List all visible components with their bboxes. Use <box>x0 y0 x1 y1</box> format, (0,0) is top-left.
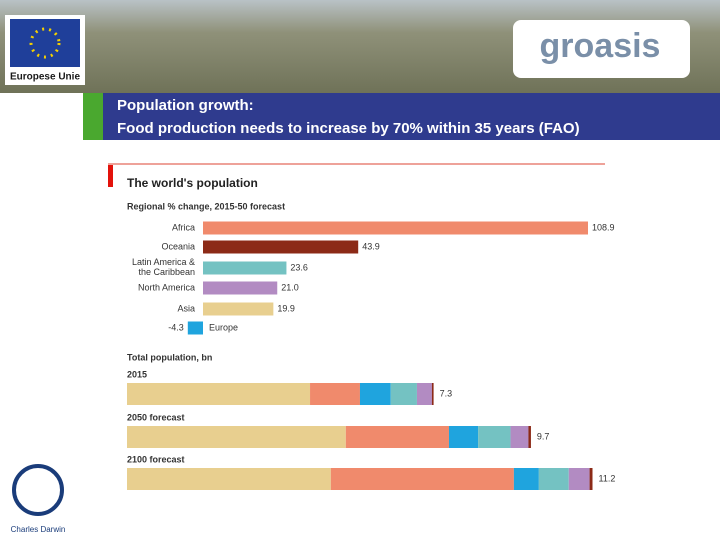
bar-segment <box>448 426 479 448</box>
category-label: Europe <box>209 322 238 332</box>
bar-segment <box>127 426 346 448</box>
brand-logo-box <box>513 20 690 78</box>
bar-segment <box>589 468 593 490</box>
category-label: 2050 forecast <box>127 412 185 422</box>
value-label: -4.3 <box>168 322 184 332</box>
chart-subtitle: Regional % change, 2015-50 forecast <box>127 201 285 211</box>
bar-segment <box>510 426 529 448</box>
bar-segment <box>127 383 311 405</box>
value-label: 43.9 <box>362 241 380 251</box>
slide-subheading: Food production needs to increase by 70%… <box>117 120 580 137</box>
bar-segment <box>528 426 531 448</box>
chart-flag <box>108 165 113 187</box>
slide-heading: Population growth: <box>117 97 254 114</box>
accent-bar <box>83 93 103 140</box>
brand-logo-text: groasis <box>540 27 661 65</box>
bar-segment <box>478 426 511 448</box>
chart-title: Total population, bn <box>127 352 212 362</box>
foundation-logo <box>12 464 64 516</box>
category-label: 2015 <box>127 369 147 379</box>
category-label: North America <box>138 282 195 292</box>
chart-title: The world's population <box>127 176 258 190</box>
category-label: Latin America & the Caribbean <box>132 257 195 277</box>
eu-stars <box>29 27 61 59</box>
bar-segment <box>538 468 569 490</box>
bar <box>203 240 359 254</box>
value-label: 21.0 <box>281 282 299 292</box>
category-label: Oceania <box>161 241 195 251</box>
bar-segment <box>390 383 417 405</box>
category-label: 2100 forecast <box>127 454 185 464</box>
total-label: 11.2 <box>599 473 616 483</box>
bar <box>203 261 287 275</box>
bar-segment <box>513 468 539 490</box>
bar-segment <box>431 383 434 405</box>
bar-segment <box>568 468 590 490</box>
category-label: Africa <box>172 222 195 232</box>
bar-segment <box>416 383 432 405</box>
value-label: 19.9 <box>277 303 295 313</box>
title-band <box>103 93 720 140</box>
foundation-logo-text: Charles Darwin <box>11 525 66 534</box>
value-label: 108.9 <box>592 222 615 232</box>
total-label: 9.7 <box>537 431 550 441</box>
value-label: 23.6 <box>290 262 308 272</box>
bar-segment <box>359 383 391 405</box>
bar <box>187 321 203 335</box>
bar-segment <box>127 468 331 490</box>
bar-segment <box>345 426 449 448</box>
bar <box>203 302 274 316</box>
eu-flag <box>10 19 80 67</box>
bar-segment <box>310 383 360 405</box>
total-label: 7.3 <box>440 388 453 398</box>
bar-segment <box>330 468 514 490</box>
bar <box>203 281 278 295</box>
eu-logo-text: Europese Unie <box>10 72 80 83</box>
bar <box>203 221 588 235</box>
category-label: Asia <box>177 303 195 313</box>
